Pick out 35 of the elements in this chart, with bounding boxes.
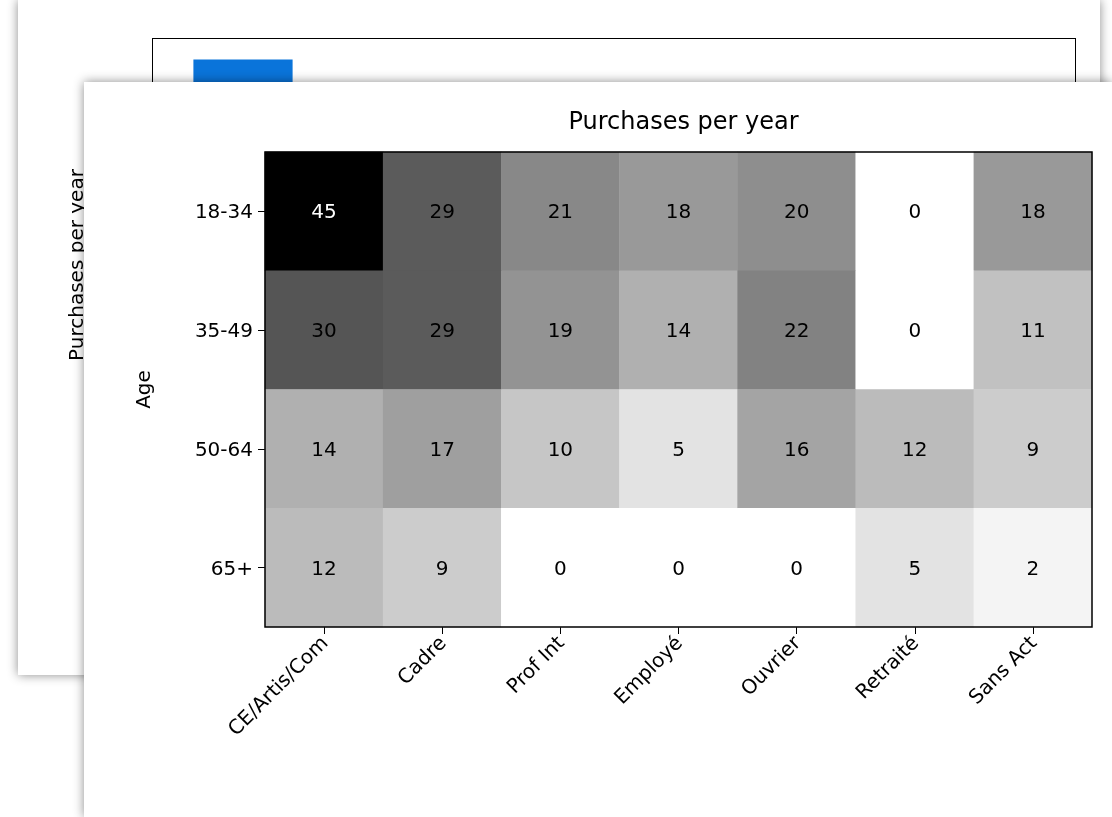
data-label: 11 xyxy=(1020,318,1046,343)
data-label: 17 xyxy=(429,436,455,461)
data-label: 20 xyxy=(783,199,810,224)
data-label: 9 xyxy=(435,555,449,580)
data-label: 16 xyxy=(783,436,810,461)
data-label: 10 xyxy=(547,436,574,461)
y-tick-label: 50-64 xyxy=(194,436,253,461)
data-label: 0 xyxy=(908,199,922,224)
y-tick-label: 18-34 xyxy=(194,199,253,224)
data-label: 0 xyxy=(908,318,922,343)
data-label: 18 xyxy=(1020,199,1046,224)
data-label: 22 xyxy=(783,318,810,343)
data-label: 29 xyxy=(429,199,455,224)
data-label: 9 xyxy=(1026,436,1040,461)
data-label: 12 xyxy=(902,436,928,461)
data-label: 21 xyxy=(547,199,574,224)
data-label: 5 xyxy=(908,555,922,580)
y-axis-title: Age xyxy=(131,370,155,409)
data-label: 0 xyxy=(672,555,685,580)
data-label: 18 xyxy=(665,199,692,224)
y-tick-label: 65+ xyxy=(210,555,253,580)
y-axis-title: Purchases per year xyxy=(64,168,88,361)
data-label: 30 xyxy=(311,318,337,343)
data-label: 45 xyxy=(311,199,337,224)
data-label: 0 xyxy=(553,555,567,580)
data-label: 19 xyxy=(547,318,574,343)
data-label: 2 xyxy=(1026,555,1040,580)
data-label: 29 xyxy=(429,318,455,343)
data-label: 12 xyxy=(311,555,337,580)
chart-title: Purchases per year xyxy=(568,107,799,135)
data-label: 5 xyxy=(672,436,685,461)
data-label: 14 xyxy=(665,318,692,343)
data-label: 0 xyxy=(790,555,804,580)
y-tick-label: 35-49 xyxy=(194,318,253,343)
data-label: 14 xyxy=(311,436,337,461)
